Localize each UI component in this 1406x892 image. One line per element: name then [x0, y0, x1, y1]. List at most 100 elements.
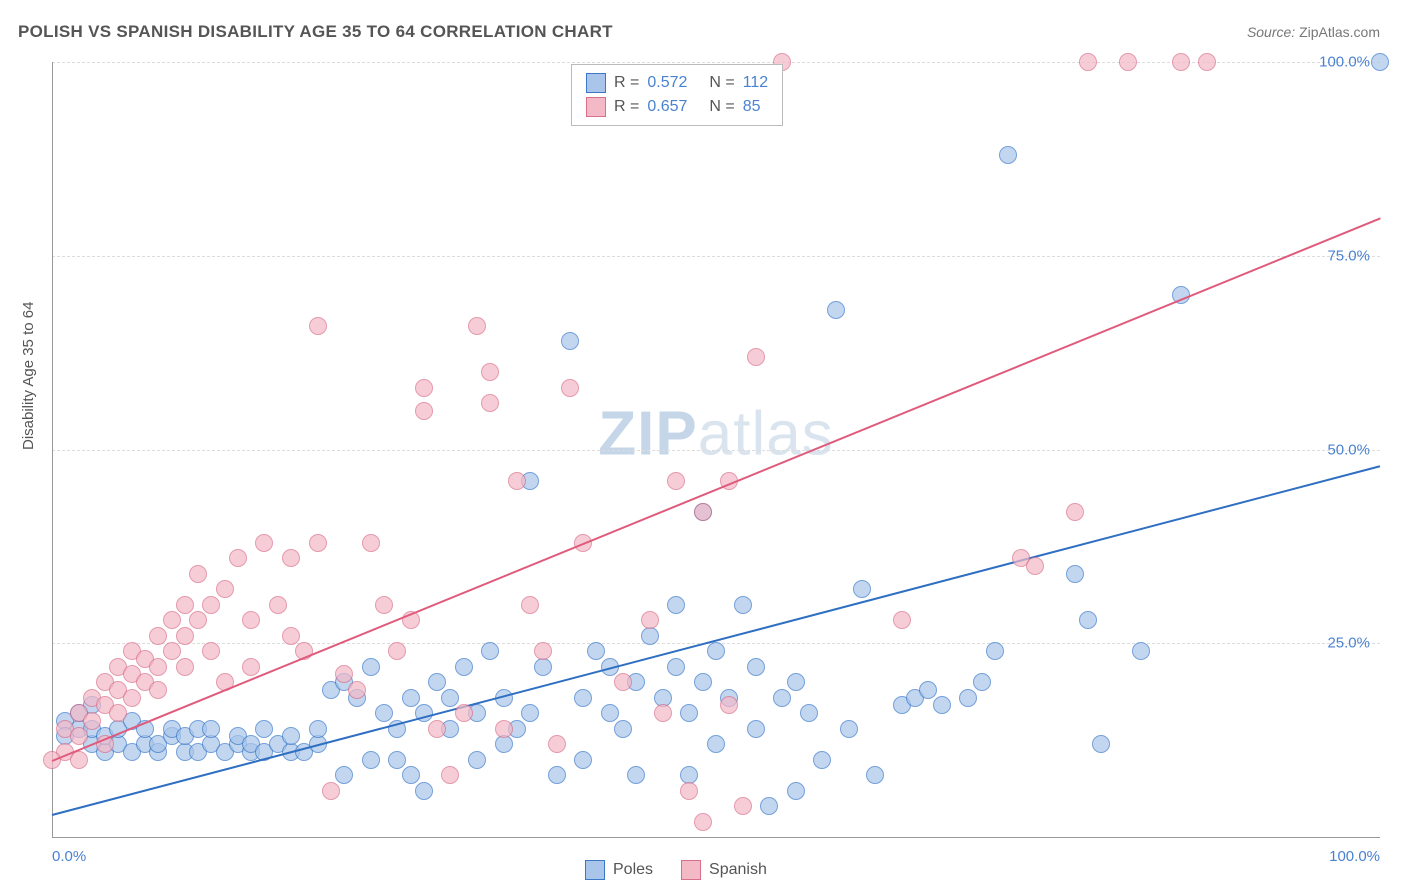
scatter-point-poles [853, 580, 871, 598]
source-credit: Source: ZipAtlas.com [1247, 24, 1380, 40]
legend-item-poles: Poles [585, 860, 653, 880]
scatter-point-spanish [667, 472, 685, 490]
watermark-bold: ZIP [598, 400, 697, 469]
scatter-point-poles [973, 673, 991, 691]
correlation-stats-box: R = 0.572 N = 112 R = 0.657 N = 85 [571, 64, 783, 126]
scatter-point-poles [614, 720, 632, 738]
scatter-point-poles [202, 720, 220, 738]
scatter-point-poles [362, 658, 380, 676]
scatter-point-spanish [242, 658, 260, 676]
scatter-point-poles [813, 751, 831, 769]
scatter-point-poles [986, 642, 1004, 660]
scatter-point-spanish [561, 379, 579, 397]
scatter-point-poles [574, 689, 592, 707]
scatter-point-spanish [388, 642, 406, 660]
trend-line-poles [52, 465, 1380, 816]
scatter-point-spanish [149, 627, 167, 645]
scatter-point-spanish [375, 596, 393, 614]
scatter-point-spanish [508, 472, 526, 490]
scatter-point-poles [1066, 565, 1084, 583]
scatter-point-spanish [176, 627, 194, 645]
scatter-point-spanish [481, 394, 499, 412]
scatter-point-spanish [282, 549, 300, 567]
scatter-point-spanish [641, 611, 659, 629]
watermark: ZIPatlas [598, 399, 833, 470]
scatter-point-spanish [415, 379, 433, 397]
scatter-point-poles [827, 301, 845, 319]
scatter-point-spanish [415, 402, 433, 420]
scatter-point-poles [587, 642, 605, 660]
scatter-point-spanish [335, 665, 353, 683]
scatter-point-spanish [362, 534, 380, 552]
legend: Poles Spanish [585, 860, 767, 880]
scatter-point-poles [255, 720, 273, 738]
x-axis [52, 837, 1380, 838]
scatter-point-spanish [1079, 53, 1097, 71]
source-label: Source: [1247, 24, 1295, 40]
scatter-point-poles [680, 704, 698, 722]
r-label: R = [614, 98, 639, 116]
scatter-point-poles [521, 704, 539, 722]
scatter-point-spanish [1198, 53, 1216, 71]
scatter-point-spanish [163, 611, 181, 629]
scatter-point-spanish [680, 782, 698, 800]
n-label: N = [709, 74, 734, 92]
scatter-point-poles [601, 704, 619, 722]
scatter-point-poles [402, 689, 420, 707]
chart-title: POLISH VS SPANISH DISABILITY AGE 35 TO 6… [18, 22, 613, 42]
n-label: N = [709, 98, 734, 116]
scatter-point-poles [561, 332, 579, 350]
scatter-point-poles [919, 681, 937, 699]
scatter-point-spanish [694, 813, 712, 831]
trend-line-spanish [52, 217, 1381, 761]
scatter-point-poles [441, 689, 459, 707]
scatter-point-spanish [441, 766, 459, 784]
scatter-point-spanish [282, 627, 300, 645]
scatter-plot: ZIPatlas 25.0%50.0%75.0%100.0%0.0%100.0% [52, 62, 1380, 837]
source-value: ZipAtlas.com [1299, 24, 1380, 40]
scatter-point-spanish [1026, 557, 1044, 575]
scatter-point-spanish [534, 642, 552, 660]
r-value-poles: 0.572 [647, 74, 701, 92]
scatter-point-poles [1371, 53, 1389, 71]
scatter-point-spanish [189, 565, 207, 583]
scatter-point-spanish [521, 596, 539, 614]
x-tick-label: 100.0% [1329, 848, 1380, 865]
y-tick-label: 100.0% [1319, 54, 1370, 71]
scatter-point-spanish [255, 534, 273, 552]
scatter-point-spanish [1066, 503, 1084, 521]
scatter-point-poles [309, 720, 327, 738]
scatter-point-poles [548, 766, 566, 784]
swatch-poles [586, 73, 606, 93]
scatter-point-spanish [495, 720, 513, 738]
scatter-point-poles [627, 766, 645, 784]
y-tick-label: 25.0% [1327, 635, 1370, 652]
scatter-point-spanish [468, 317, 486, 335]
scatter-point-poles [1092, 735, 1110, 753]
scatter-point-spanish [229, 549, 247, 567]
scatter-point-spanish [109, 704, 127, 722]
scatter-point-poles [335, 766, 353, 784]
stats-row-spanish: R = 0.657 N = 85 [586, 95, 768, 119]
y-axis-label: Disability Age 35 to 64 [20, 302, 37, 450]
scatter-point-poles [800, 704, 818, 722]
scatter-point-poles [933, 696, 951, 714]
stats-row-poles: R = 0.572 N = 112 [586, 71, 768, 95]
scatter-point-poles [574, 751, 592, 769]
scatter-point-poles [481, 642, 499, 660]
scatter-point-poles [667, 596, 685, 614]
legend-swatch-spanish [681, 860, 701, 880]
scatter-point-spanish [654, 704, 672, 722]
scatter-point-poles [707, 735, 725, 753]
scatter-point-spanish [747, 348, 765, 366]
scatter-point-poles [707, 642, 725, 660]
n-value-spanish: 85 [743, 98, 761, 116]
scatter-point-poles [641, 627, 659, 645]
scatter-point-spanish [1172, 53, 1190, 71]
scatter-point-poles [787, 782, 805, 800]
scatter-point-spanish [189, 611, 207, 629]
scatter-point-poles [534, 658, 552, 676]
scatter-point-spanish [216, 580, 234, 598]
scatter-point-poles [455, 658, 473, 676]
scatter-point-spanish [309, 534, 327, 552]
